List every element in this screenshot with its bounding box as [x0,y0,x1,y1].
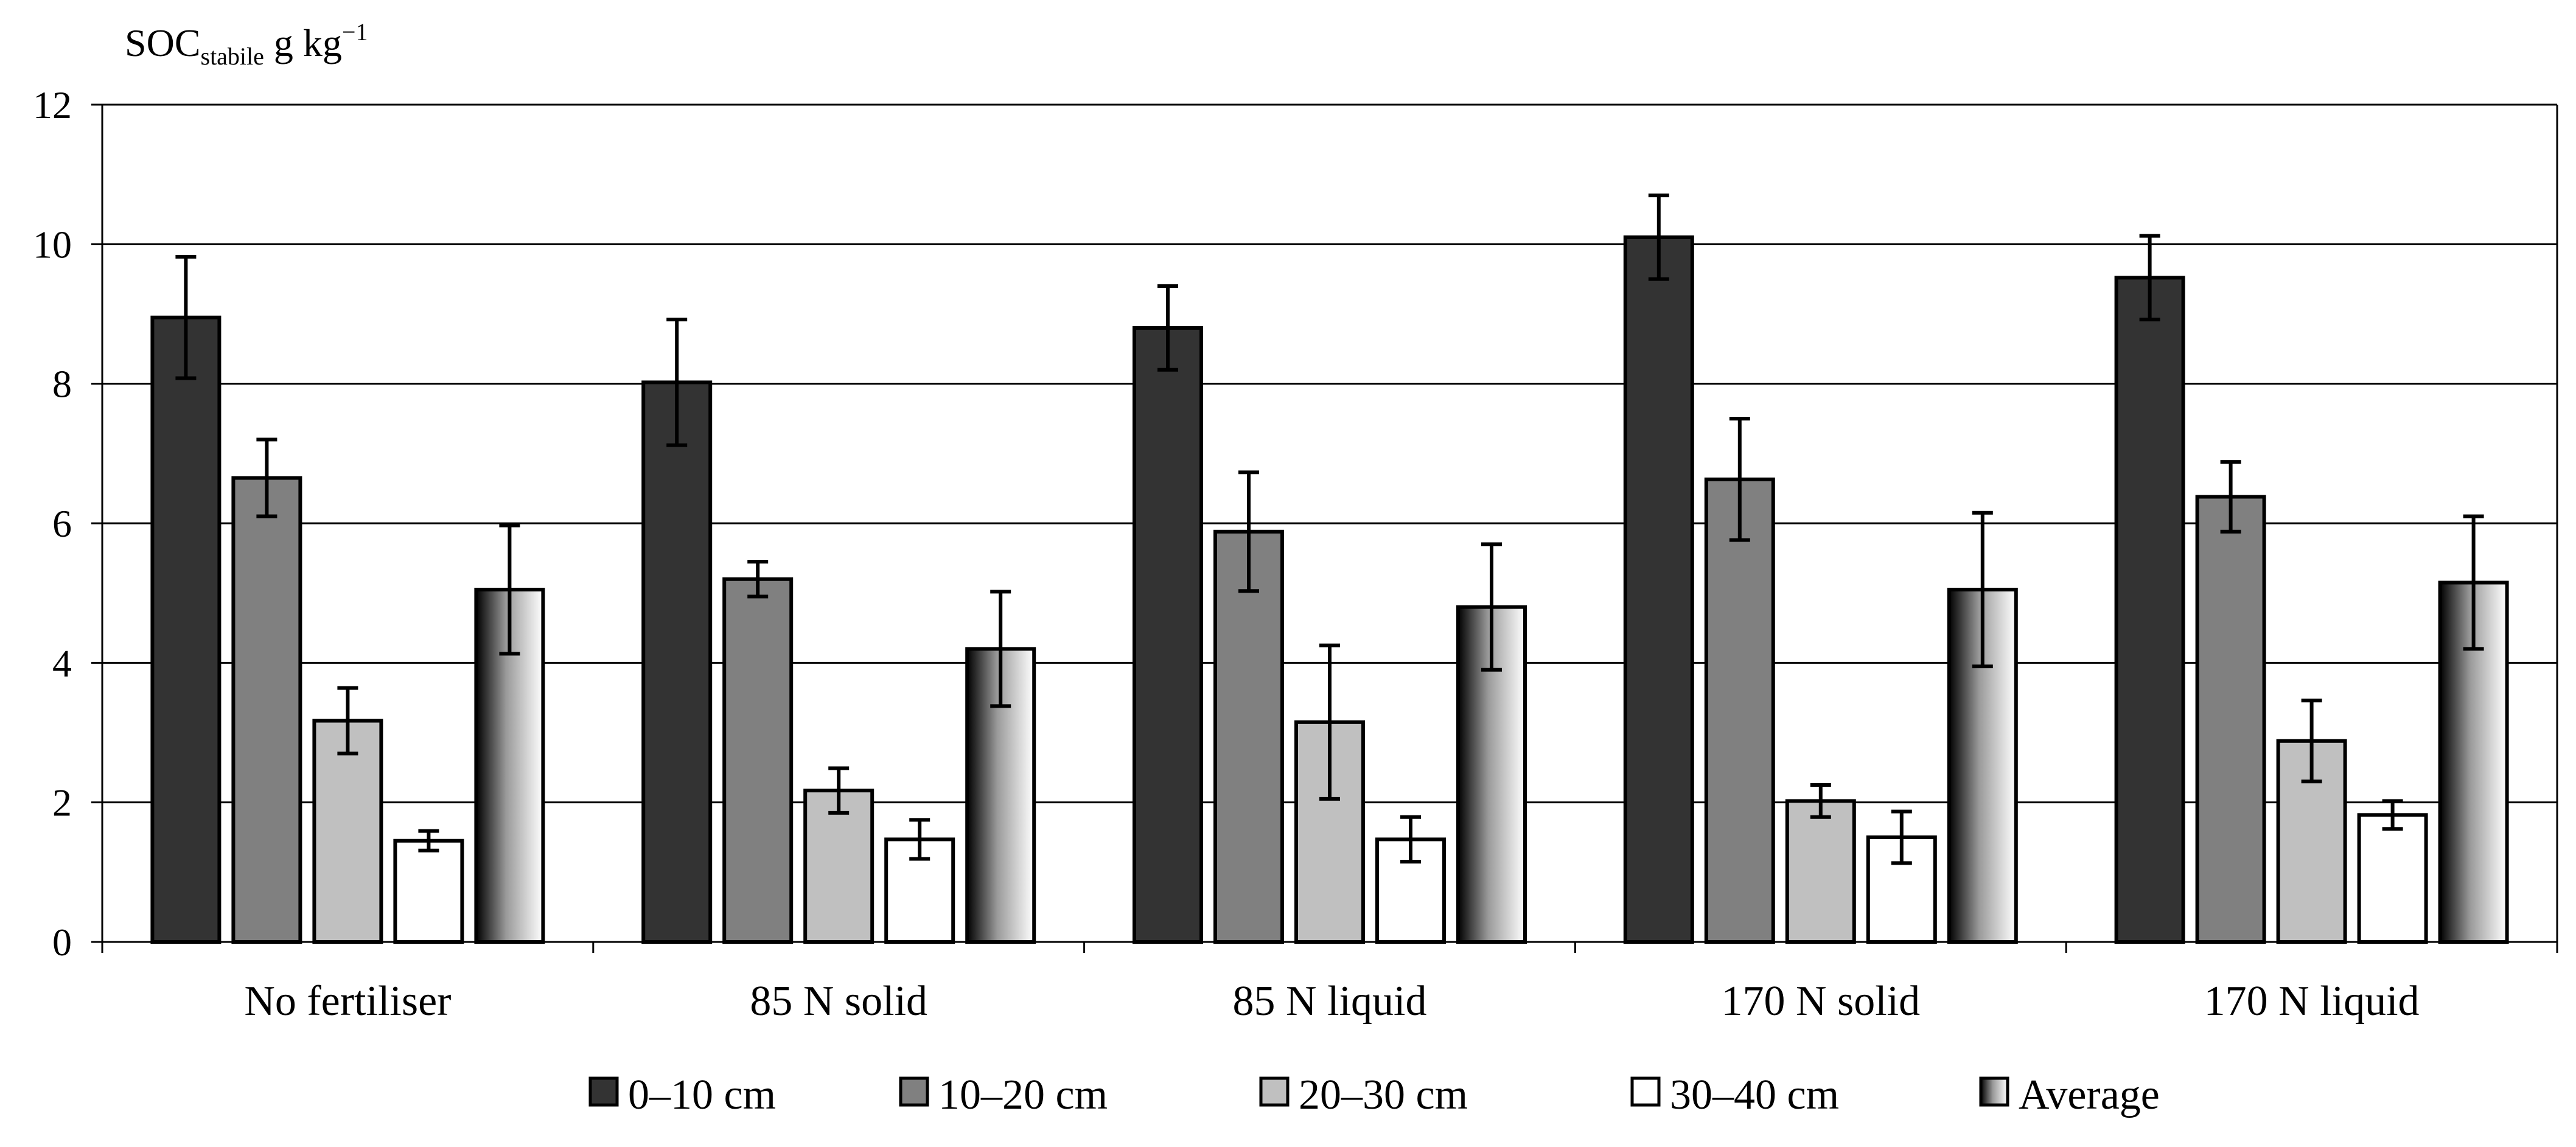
error-bars [175,193,2484,865]
y-tick-label-10: 10 [33,223,72,266]
error-bar-0-1 [256,438,277,518]
legend-item-1: 10–20 cm [899,1072,1108,1118]
bar-3-1 [1704,477,1775,944]
error-bar-3-2 [1810,783,1831,819]
bar-0-3 [393,838,464,944]
legend-label-1: 10–20 cm [938,1072,1108,1118]
category-labels: No fertiliser 85 N solid 85 N liquid 170 N … [244,978,2419,1025]
error-bar-0-3 [418,829,439,852]
y-tick-label-8: 8 [52,363,72,406]
legend-swatch-3 [1630,1076,1661,1107]
y-axis-title: SOCstabile g kg−1 [125,18,368,70]
bar-4-3 [2357,813,2428,944]
legend-swatch-0 [588,1076,619,1107]
legend-item-0: 0–10 cm [588,1072,776,1118]
category-label-0: No fertiliser [244,978,451,1025]
legend-label-3: 30–40 cm [1670,1072,1839,1118]
error-bar-1-4 [990,590,1011,708]
error-bar-4-2 [2301,699,2322,784]
legend-swatch-2 [1259,1076,1290,1107]
error-bar-3-3 [1891,809,1912,865]
error-bar-1-3 [909,818,930,861]
bars [150,235,2509,944]
bar-4-0 [2114,276,2185,944]
bar-4-1 [2195,495,2266,944]
bar-0-0 [150,315,222,944]
legend-swatch-4 [1979,1076,2009,1107]
error-bar-2-3 [1400,815,1421,864]
category-label-1: 85 N solid [750,978,927,1025]
legend-label-2: 20–30 cm [1299,1072,1468,1118]
category-label-3: 170 N solid [1721,978,1920,1025]
error-bar-0-4 [499,523,520,656]
legend-item-3: 30–40 cm [1630,1072,1839,1118]
y-tick-label-4: 4 [52,641,72,685]
error-bar-0-2 [337,686,358,756]
error-bar-0-0 [175,254,197,380]
y-tick-label-12: 12 [33,83,72,127]
error-bar-2-0 [1157,284,1178,372]
y-tick-label-0: 0 [52,921,72,964]
bar-2-0 [1133,326,1203,944]
bar-1-1 [722,577,794,944]
error-bar-4-0 [2139,234,2160,322]
bar-0-1 [231,476,302,944]
error-bar-4-1 [2220,460,2241,534]
error-bar-3-1 [1729,417,1750,542]
bar-2-1 [1213,529,1284,944]
legend: 0–10 cm 10–20 cm 20–30 cm 30–40 cm Average [588,1072,2160,1118]
error-bar-1-0 [666,318,688,447]
error-bar-3-4 [1972,511,1993,669]
bar-3-0 [1623,235,1694,944]
error-bar-1-1 [747,560,769,599]
legend-item-2: 20–30 cm [1259,1072,1468,1118]
bar-1-2 [803,789,874,944]
category-label-2: 85 N liquid [1233,978,1427,1025]
legend-label-4: Average [2019,1072,2160,1118]
bar-3-3 [1866,835,1937,944]
error-bar-4-3 [2382,799,2403,831]
y-tick-labels: 0 2 4 6 8 10 12 [33,83,72,964]
error-bar-1-2 [828,766,850,815]
bar-1-0 [641,380,713,944]
error-bar-2-4 [1481,542,1502,672]
legend-swatch-1 [899,1076,929,1107]
legend-label-0: 0–10 cm [628,1072,776,1118]
error-bar-3-0 [1648,193,1669,281]
y-tick-label-6: 6 [52,502,72,545]
legend-item-4: Average [1979,1072,2160,1118]
bar-0-2 [312,719,383,944]
y-tick-label-2: 2 [52,781,72,825]
error-bar-2-2 [1319,643,1340,801]
category-label-4: 170 N liquid [2204,978,2420,1025]
error-bar-2-1 [1238,470,1259,593]
error-bar-4-4 [2463,514,2484,651]
bar-3-2 [1785,799,1856,944]
